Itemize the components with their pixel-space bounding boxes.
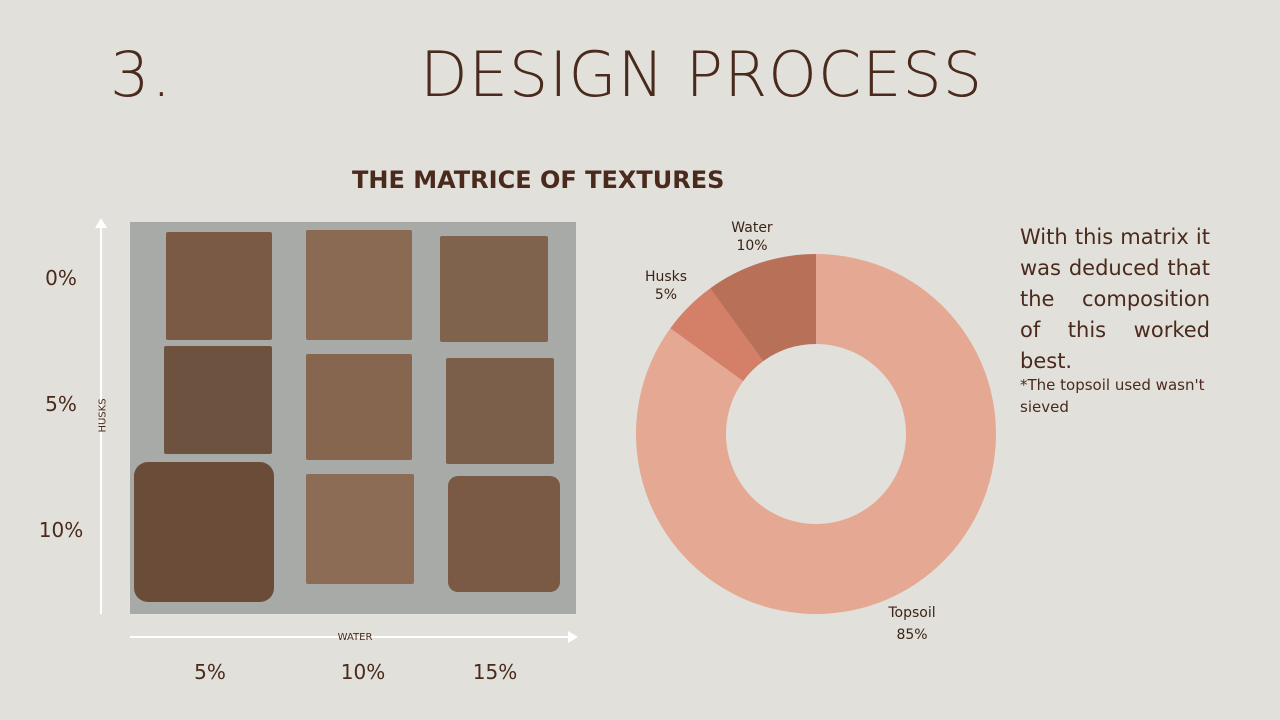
composition-donut-chart xyxy=(636,254,996,614)
husks-axis-line xyxy=(100,222,102,614)
sample-tile xyxy=(164,346,272,454)
sample-tile xyxy=(448,476,560,592)
pie-label-water-name: Water xyxy=(731,220,773,236)
pie-slice-water xyxy=(710,254,816,362)
section-number: 3. xyxy=(110,38,174,111)
pie-label-husks: Husks 5% xyxy=(628,268,704,304)
water-axis-label: WATER xyxy=(337,632,373,643)
sample-tile xyxy=(134,462,274,602)
pie-label-water: Water 10% xyxy=(714,219,790,255)
sample-tile xyxy=(306,230,412,340)
pie-label-topsoil-value: 85% xyxy=(896,627,928,643)
pie-label-topsoil: Topsoil 85% xyxy=(862,604,962,644)
sample-tile xyxy=(306,474,414,584)
pie-label-husks-value: 5% xyxy=(654,287,678,303)
water-axis-arrow xyxy=(568,631,578,643)
sample-tile xyxy=(306,354,412,460)
husks-axis-arrow xyxy=(95,218,107,228)
matrix-title: THE MATRICE OF TEXTURES xyxy=(352,166,725,194)
row-label-husks-5: 5% xyxy=(45,392,77,416)
page-title: DESIGN PROCESS xyxy=(420,38,984,111)
texture-matrix-photo xyxy=(130,222,576,614)
row-label-husks-0: 0% xyxy=(45,266,77,290)
conclusion-text: With this matrix it was deduced that the… xyxy=(1020,225,1210,373)
pie-label-water-value: 10% xyxy=(736,238,768,254)
pie-slice-topsoil xyxy=(636,254,996,614)
water-axis-line xyxy=(130,636,570,638)
row-label-husks-10: 10% xyxy=(38,518,84,542)
pie-slice-husks xyxy=(670,288,764,382)
footnote-text: *The topsoil used wasn't sieved xyxy=(1020,376,1205,416)
col-label-water-5: 5% xyxy=(194,660,226,684)
husks-axis-label: HUSKS xyxy=(97,398,109,433)
col-label-water-10: 10% xyxy=(340,660,386,684)
pie-label-husks-name: Husks xyxy=(644,269,688,285)
sample-tile xyxy=(440,236,548,342)
col-label-water-15: 15% xyxy=(472,660,518,684)
pie-label-topsoil-name: Topsoil xyxy=(888,605,936,621)
sample-tile xyxy=(446,358,554,464)
sample-tile xyxy=(166,232,272,340)
